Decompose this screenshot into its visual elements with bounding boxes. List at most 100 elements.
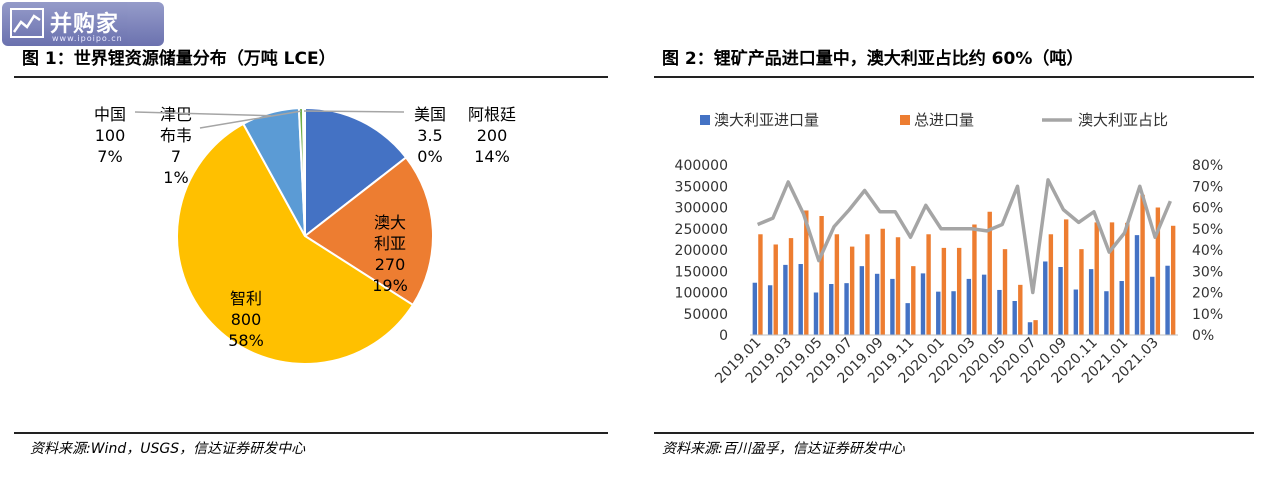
bar-total-2 <box>788 238 794 335</box>
pie-label-4-line-1: 布韦 <box>160 126 192 145</box>
pie-label-3-line-2: 7% <box>97 147 122 166</box>
figure-1-title: 图 1：世界锂资源储量分布（万吨 LCE） <box>22 49 336 69</box>
bar-total-0 <box>758 234 763 335</box>
pie-leader-line-2 <box>303 110 405 113</box>
y-right-tick-6: 60% <box>1192 201 1223 217</box>
figure-2-source: 资料来源:百川盈孚，信达证券研发中心 <box>662 441 905 457</box>
pie-label-1-line-1: 利亚 <box>374 234 406 253</box>
bar-total-11 <box>926 234 931 335</box>
bar-australia-11 <box>920 273 926 336</box>
figure-2-bottom-rule <box>654 432 1254 434</box>
bar-australia-8 <box>874 273 880 335</box>
bar-total-8 <box>880 228 885 335</box>
pie-label-4-line-3: 1% <box>163 168 188 187</box>
figure-1-panel: 图 1：世界锂资源储量分布（万吨 LCE） 阿根廷 200 14% 澳大 利亚 270 19… <box>0 0 620 477</box>
pie-label-0-line-2: 14% <box>474 147 510 166</box>
pie-label-4-line-0: 津巴 <box>160 105 192 124</box>
figure-1-bottom-rule <box>14 432 608 434</box>
pie-label-5-line-0: 美国 <box>414 105 446 124</box>
bar-australia-4 <box>813 292 819 335</box>
legend-label-0: 澳大利亚进口量 <box>714 111 819 129</box>
pie-label-1-line-2: 270 <box>375 255 406 274</box>
legend-label-1: 总进口量 <box>914 111 974 129</box>
bar-australia-7 <box>859 266 865 335</box>
legend-swatch-1 <box>900 115 910 125</box>
watermark-url: www.ipoipo.cn <box>52 34 123 43</box>
pie-label-4-line-2: 7 <box>171 147 181 166</box>
chart-logo-icon <box>10 8 44 38</box>
bar-australia-22 <box>1088 269 1094 336</box>
bar-total-15 <box>987 211 992 335</box>
import-bar-line-chart: 澳大利亚进口量 总进口量 澳大利亚占比 0 50000 100000 150000 20000… <box>675 111 1224 387</box>
y-right-tick-5: 50% <box>1192 222 1223 238</box>
bar-australia-5 <box>829 284 834 335</box>
bar-total-25 <box>1140 194 1145 335</box>
pie-label-2-line-1: 800 <box>231 310 262 329</box>
legend: 澳大利亚进口量 总进口量 澳大利亚占比 <box>700 111 1168 129</box>
bar-total-19 <box>1048 234 1054 335</box>
pie-label-5-line-1: 3.5 <box>417 126 442 145</box>
y-right-tick-8: 80% <box>1192 158 1223 174</box>
pie-label-2-line-2: 58% <box>228 331 264 350</box>
bar-total-24 <box>1125 222 1130 335</box>
bar-australia-26 <box>1150 276 1155 335</box>
y-left-tick-8: 400000 <box>675 158 728 174</box>
bar-total-26 <box>1155 207 1161 335</box>
pie-label-5-line-2: 0% <box>417 147 442 166</box>
bar-australia-27 <box>1165 265 1170 335</box>
pie-label-0: 阿根廷 200 14% <box>468 105 516 166</box>
bar-australia-16 <box>997 289 1002 335</box>
pie-label-2: 智利 800 58% <box>228 289 264 350</box>
bar-total-27 <box>1170 225 1176 335</box>
bar-australia-6 <box>844 283 849 335</box>
bar-australia-12 <box>936 291 941 335</box>
bar-australia-9 <box>890 278 895 335</box>
bar-total-12 <box>941 247 947 336</box>
y-right-tick-1: 10% <box>1192 307 1223 323</box>
watermark-text: 并购家 <box>50 12 120 37</box>
bar-total-22 <box>1094 222 1099 336</box>
pie-leader-line-0 <box>199 110 302 129</box>
pie-slice-2 <box>176 122 415 365</box>
legend-swatch-0 <box>700 115 710 125</box>
bar-total-7 <box>865 234 870 335</box>
pie-label-5: 美国 3.5 0% <box>414 105 446 166</box>
bar-australia-13 <box>951 291 956 335</box>
pie-label-2-line-0: 智利 <box>230 289 262 308</box>
bar-total-1 <box>773 244 778 335</box>
bar-total-4 <box>819 216 824 335</box>
bar-total-6 <box>849 246 855 335</box>
bar-total-16 <box>1002 249 1008 335</box>
figure-2-title: 图 2：锂矿产品进口量中，澳大利亚占比约 60%（吨） <box>662 49 1084 69</box>
bar-total-21 <box>1079 249 1084 335</box>
pie-label-0-line-0: 阿根廷 <box>468 105 516 124</box>
bar-australia-1 <box>767 285 773 335</box>
bar-australia-18 <box>1027 322 1033 335</box>
bar-australia-10 <box>905 303 910 336</box>
legend-label-2: 澳大利亚占比 <box>1078 111 1168 129</box>
y-left-tick-4: 200000 <box>675 243 728 259</box>
bar-total-20 <box>1063 219 1069 335</box>
pie-label-3-line-1: 100 <box>95 126 126 145</box>
pie-label-1: 澳大利亚 270 19% <box>372 213 408 295</box>
pie-label-3-line-0: 中国 <box>94 105 126 124</box>
bar-total-17 <box>1018 284 1023 335</box>
pie-label-0-line-1: 200 <box>477 126 508 145</box>
y-left-tick-1: 50000 <box>683 307 728 323</box>
figure-2-top-rule <box>654 76 1254 78</box>
bar-total-9 <box>895 237 901 335</box>
pie-slice-1 <box>303 156 434 307</box>
bar-total-14 <box>972 224 977 335</box>
figure-1-top-rule <box>14 76 608 78</box>
bar-total-13 <box>956 247 962 336</box>
pie-slice-0 <box>304 106 408 239</box>
y-right-tick-2: 20% <box>1192 286 1223 302</box>
bar-australia-23 <box>1104 291 1109 335</box>
bar-total-10 <box>911 266 916 335</box>
bar-australia-19 <box>1043 261 1048 335</box>
bar-total-5 <box>834 234 840 335</box>
y-left-tick-7: 350000 <box>675 179 728 195</box>
bar-total-18 <box>1033 320 1038 336</box>
